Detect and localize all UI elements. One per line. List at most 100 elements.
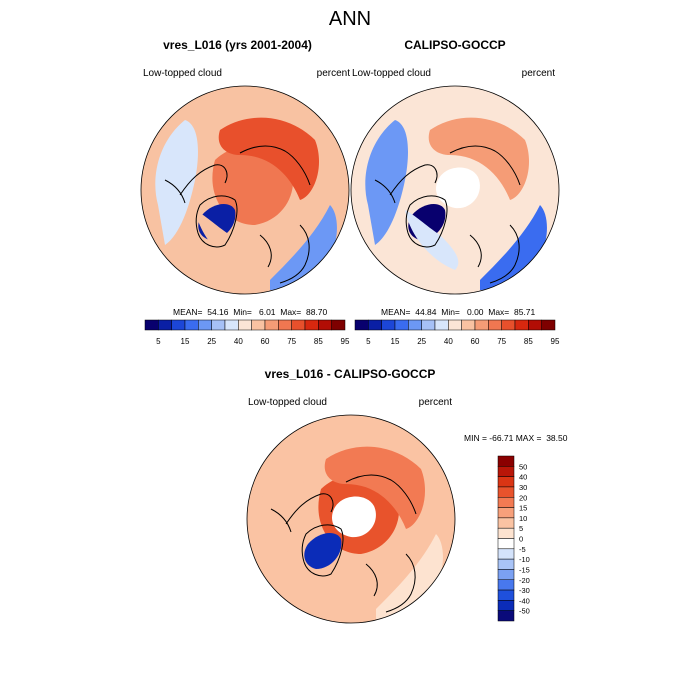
colorbar-tick-label: 75 (287, 337, 296, 346)
panel3-right-label: percent (418, 397, 452, 408)
colorbar-box-13 (497, 589, 515, 601)
coastline-1 (389, 164, 438, 196)
panel2-polar-map (350, 85, 560, 295)
map-boundary (140, 85, 350, 295)
colorbar-box-4 (408, 319, 422, 331)
colorbar-tick-label: 20 (519, 493, 527, 502)
colorbar-tick-label: -15 (519, 565, 530, 574)
colorbar-tick-label: 75 (497, 337, 506, 346)
colorbar-box-14 (497, 600, 515, 611)
colorbar-box-9 (264, 319, 279, 331)
region-greenland (304, 532, 342, 569)
colorbar-box-5 (421, 319, 436, 331)
map-boundary (246, 414, 456, 624)
coastline-1 (179, 164, 228, 196)
colorbar-box-6 (497, 517, 515, 529)
colorbar-tick-label: 5 (519, 524, 523, 533)
colorbar-box-12 (514, 319, 529, 331)
colorbar-tick-label: 15 (181, 337, 190, 346)
colorbar-box-12 (304, 319, 319, 331)
panel2-stats: MEAN= 44.84 Min= 0.00 Max= 85.71 (381, 307, 536, 317)
colorbar-box-5 (211, 319, 226, 331)
colorbar-box-10 (488, 319, 502, 331)
colorbar-tick-label: 40 (444, 337, 453, 346)
panel1-polar-map (140, 85, 350, 295)
colorbar-tick-label: 0 (519, 535, 523, 544)
colorbar-box-1 (158, 319, 172, 331)
colorbar-tick-label: -5 (519, 545, 526, 554)
colorbar-box-1 (497, 466, 515, 477)
colorbar-tick-label: 50 (519, 462, 527, 471)
colorbar-box-13 (318, 319, 332, 331)
colorbar-box-14 (331, 319, 346, 331)
region-north-pacific (155, 120, 198, 245)
colorbar-tick-label: 10 (519, 514, 527, 523)
colorbar-box-4 (497, 497, 515, 508)
colorbar-tick-label: -40 (519, 596, 530, 605)
colorbar-tick-label: 5 (156, 337, 161, 346)
panel3-left-label: Low-topped cloud (248, 397, 327, 408)
colorbar-tick-label: 30 (519, 483, 527, 492)
colorbar-box-15 (497, 610, 515, 622)
colorbar-box-9 (497, 548, 515, 560)
colorbar-box-3 (394, 319, 409, 331)
coastline-4 (259, 234, 272, 268)
region-north-pacific (261, 449, 304, 574)
panel3-polar-map (246, 414, 456, 624)
colorbar-box-3 (184, 319, 199, 331)
colorbar-tick-label: 40 (519, 473, 527, 482)
coastline-2 (345, 474, 417, 515)
colorbar-tick-label: -50 (519, 607, 530, 616)
region-siberia (324, 446, 426, 529)
panel1-title: vres_L016 (yrs 2001-2004) (163, 38, 312, 52)
colorbar-tick-label: 85 (314, 337, 323, 346)
colorbar-box-4 (198, 319, 212, 331)
colorbar-box-2 (171, 319, 186, 331)
panel1-stats: MEAN= 54.16 Min= 6.01 Max= 88.70 (173, 307, 328, 317)
colorbar-tick-label: -20 (519, 576, 530, 585)
colorbar-box-11 (291, 319, 306, 331)
colorbar-box-11 (501, 319, 516, 331)
colorbar-box-11 (497, 569, 515, 580)
panel1-right-label: percent (316, 68, 350, 79)
colorbar-tick-label: 25 (207, 337, 216, 346)
colorbar-box-8 (497, 538, 515, 550)
colorbar-box-8 (251, 319, 266, 331)
colorbar-box-0 (144, 319, 159, 331)
region-central-arctic (212, 145, 294, 225)
colorbar-tick-label: 25 (417, 337, 426, 346)
coastline-4 (469, 234, 482, 268)
region-siberia (218, 117, 320, 200)
panel3-stats: MIN = -66.71 MAX = 38.50 (464, 433, 568, 443)
panel3-title: vres_L016 - CALIPSO-GOCCP (264, 367, 436, 381)
colorbar-tick-label: 85 (524, 337, 533, 346)
region-siberia (428, 117, 530, 200)
colorbar-tick-label: 15 (391, 337, 400, 346)
colorbar-box-5 (497, 507, 515, 519)
region-north-pacific (365, 120, 408, 245)
coastline-0 (301, 524, 344, 577)
region-pole-missing (331, 496, 376, 538)
coastline-3 (489, 224, 520, 284)
coastline-2 (449, 145, 521, 186)
colorbar-box-7 (238, 319, 252, 331)
colorbar-box-0 (497, 455, 515, 467)
region-canada (405, 210, 459, 270)
colorbar-box-6 (224, 319, 239, 331)
colorbar-box-12 (497, 579, 515, 591)
colorbar-box-6 (434, 319, 449, 331)
colorbar-box-7 (497, 527, 515, 539)
coastline-5 (164, 179, 186, 204)
coastline-1 (285, 493, 334, 525)
colorbar-tick-label: 40 (234, 337, 243, 346)
coastline-4 (365, 563, 378, 597)
colorbar-tick-label: 95 (341, 337, 350, 346)
coastline-3 (279, 224, 310, 284)
colorbar-box-7 (448, 319, 462, 331)
colorbar-box-9 (474, 319, 489, 331)
colorbar-box-2 (497, 476, 515, 488)
colorbar-box-13 (528, 319, 542, 331)
panel2-colorbar: 5 15 25 40 60 75 85 95 (354, 319, 560, 346)
colorbar-box-2 (381, 319, 396, 331)
colorbar-box-0 (354, 319, 369, 331)
